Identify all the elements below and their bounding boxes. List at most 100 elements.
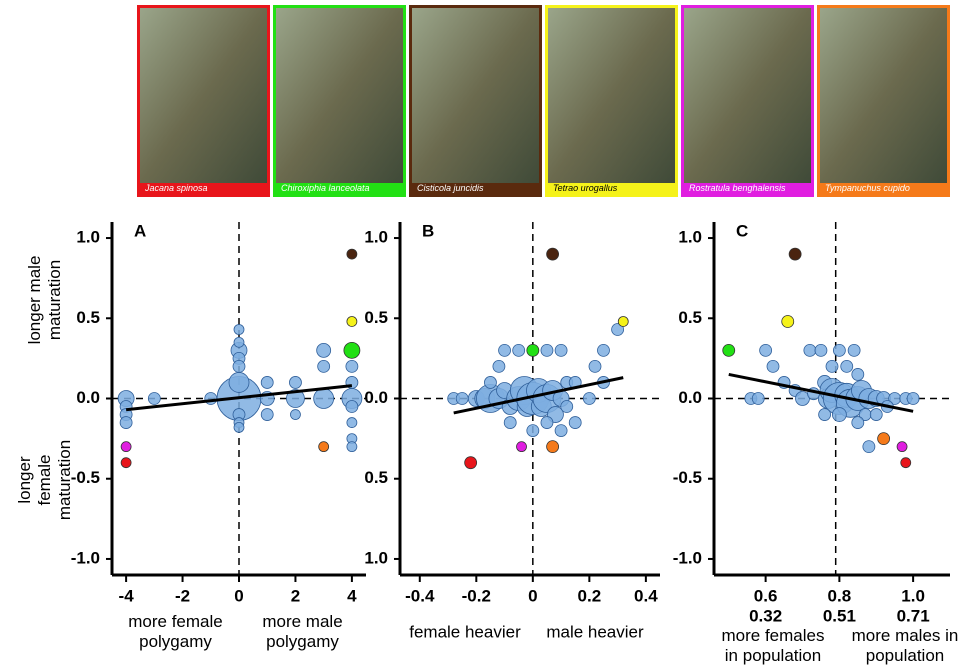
point [492,360,506,373]
y-tick-label: 0.0 [76,388,100,407]
point [540,343,554,357]
point [232,360,246,373]
point [766,360,780,373]
trend-line [453,376,624,415]
point [498,343,511,357]
photo: Jacana spinosa [137,5,270,197]
point [233,324,245,335]
trend-line [728,372,914,413]
point [484,376,497,389]
point [260,376,274,389]
point [318,441,330,453]
point [228,372,250,393]
y-tick-label: 0.5 [678,308,702,327]
point [560,400,574,413]
y-tick-label: 1.0 [364,548,388,567]
photo-frame [273,5,406,197]
x-tick-label: -2 [175,586,190,605]
x-tick-sublabel: 0.32 [749,606,782,625]
point [611,323,625,336]
x-tick-sublabel: 0.71 [897,606,930,625]
point [851,416,865,429]
point [540,416,554,429]
photo: Cisticola juncidis [409,5,542,197]
photo-caption: Rostratula benghalensis [689,183,786,193]
point [119,416,133,429]
point [120,441,132,453]
point [120,457,132,469]
photo: Chiroxiphia lanceolata [273,5,406,197]
x-label-right: more male polygamy [262,612,342,651]
point [869,408,883,421]
y-label-bottom: longerfemalematuration [15,440,74,520]
y-label-top: longer malematuration [25,256,64,345]
photo-caption: Cisticola juncidis [417,183,484,193]
x-label-left: more females in population [722,626,825,665]
point [290,409,301,420]
point [526,424,540,437]
photo-image [412,8,539,184]
point [546,247,560,261]
point [906,392,920,405]
point [862,440,876,454]
point [803,343,817,357]
point [345,360,359,373]
point [588,360,602,373]
x-tick-label: 0.6 [754,586,778,605]
x-tick-label: -0.4 [405,586,435,605]
x-tick-label: -0.2 [462,586,491,605]
point [788,247,802,261]
y-tick-label: 0.0 [364,388,388,407]
trend-line [125,384,353,412]
point [851,368,865,381]
x-tick-label: 0.2 [578,586,602,605]
photo-frame [545,5,678,197]
caption-band [412,183,539,194]
x-tick-label: 0.8 [828,586,852,605]
photo-caption: Chiroxiphia lanceolata [281,183,370,193]
y-tick-label: -1.0 [71,548,100,567]
panel-label: B [422,221,434,240]
point [503,416,517,429]
photo-frame [137,5,270,197]
point [546,440,560,454]
y-tick-label: 0.5 [364,308,388,327]
photo-image [820,8,947,184]
point [832,343,846,357]
photo-caption: Tympanuchus cupido [825,183,910,193]
point [526,343,540,357]
point [582,392,596,405]
point [516,441,527,453]
y-tick-label: 1.0 [364,228,388,247]
point [346,417,358,428]
x-label-left: more female polygamy [128,612,222,651]
point [317,360,331,373]
point [825,360,839,373]
y-tick-label: 1.0 [76,228,100,247]
point [289,376,302,389]
x-tick-label: 0.4 [634,586,658,605]
point [345,400,359,413]
point [316,342,332,358]
y-tick-label: -1.0 [673,548,702,567]
caption-band [684,183,811,194]
caption-band [140,183,267,194]
point [554,424,568,437]
panel-label: C [736,221,748,240]
y-tick-label: -0.5 [71,468,100,487]
photo: Rostratula benghalensis [681,5,814,197]
point [233,421,245,433]
x-tick-label: -4 [119,586,135,605]
photo-frame [409,5,542,197]
panel-label: A [134,221,146,240]
point [346,441,358,453]
photo-image [140,8,267,184]
point [759,343,773,357]
x-tick-sublabel: 0.51 [823,606,856,625]
point [455,392,469,405]
photo-frame [817,5,950,197]
point [840,360,854,373]
point [617,316,629,327]
point [896,441,908,453]
